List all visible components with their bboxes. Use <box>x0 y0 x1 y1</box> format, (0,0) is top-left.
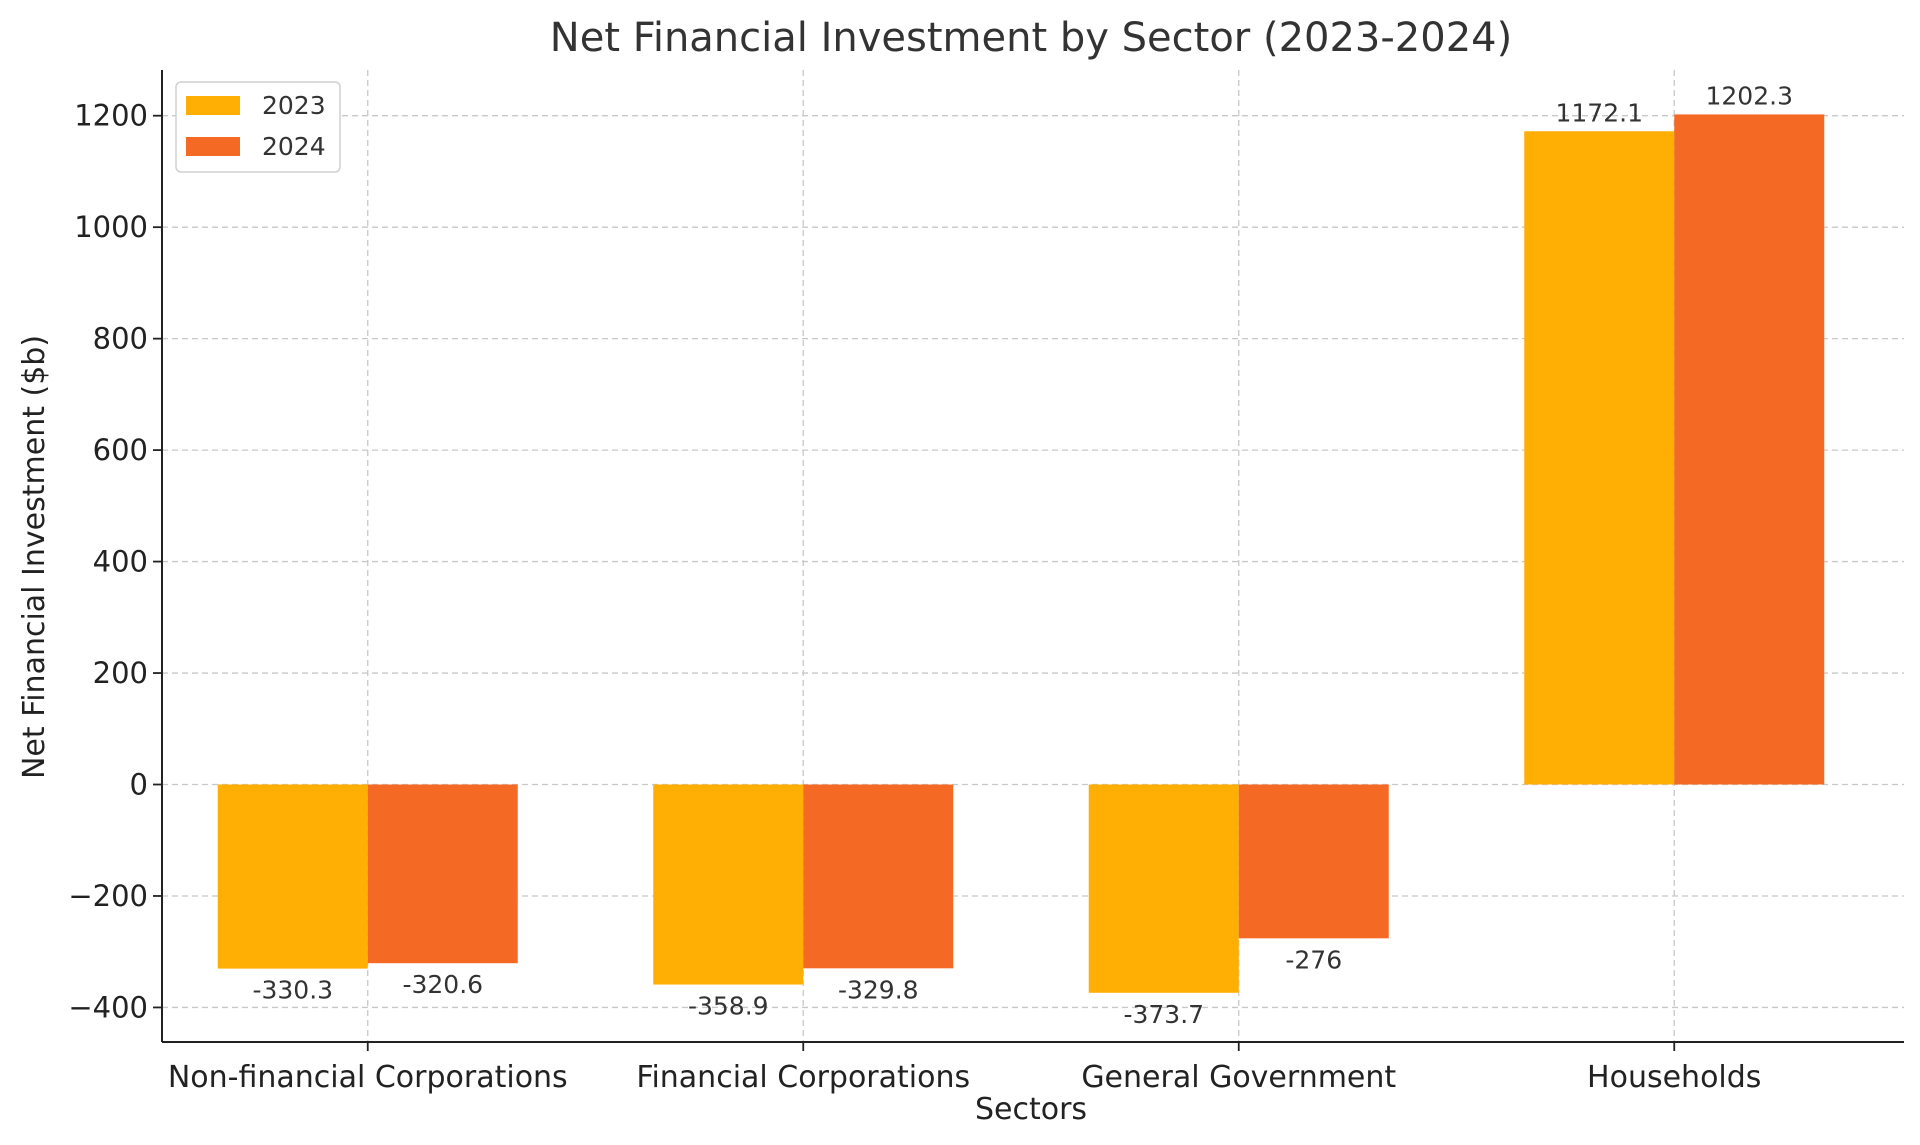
legend: 2023 2024 <box>175 81 341 173</box>
y-axis-ticks: −400 −200 0 200 400 600 800 1000 1200 <box>68 99 162 1024</box>
bar-value-label: -276 <box>1285 945 1342 974</box>
y-tick-label: −200 <box>68 879 148 913</box>
bar-value-label: -320.6 <box>402 970 483 999</box>
bar-2024 <box>803 784 954 969</box>
bar-value-label: -373.7 <box>1123 1000 1204 1029</box>
chart-title: Net Financial Investment by Sector (2023… <box>550 15 1512 61</box>
y-tick-label: 600 <box>93 433 148 467</box>
bar-2024 <box>1674 114 1825 785</box>
y-tick-label: 0 <box>130 768 148 802</box>
y-tick-label: −400 <box>68 990 148 1024</box>
y-tick-label: 1000 <box>74 210 148 244</box>
x-axis-label: Sectors <box>975 1092 1087 1127</box>
value-labels: -330.3 -358.9 -373.7 1172.1 -320.6 -329.8 -276… <box>252 81 1793 1028</box>
bar-value-label: -329.8 <box>838 975 919 1004</box>
bar-value-label: -330.3 <box>252 976 333 1005</box>
x-tick-label: Non-financial Corporations <box>168 1060 568 1095</box>
y-tick-label: 800 <box>93 322 148 356</box>
bar-2023 <box>1524 131 1675 785</box>
bar-2024 <box>1238 784 1389 939</box>
bar-value-label: -358.9 <box>688 992 769 1021</box>
x-tick-label: General Government <box>1081 1060 1396 1095</box>
bars <box>217 114 1825 993</box>
bar-2023 <box>653 784 804 985</box>
legend-label: 2024 <box>262 132 326 161</box>
bar-value-label: 1172.1 <box>1556 98 1643 127</box>
y-tick-label: 1200 <box>74 99 148 133</box>
legend-swatch <box>186 137 240 156</box>
legend-label: 2023 <box>262 91 326 120</box>
x-tick-label: Financial Corporations <box>636 1060 970 1095</box>
bar-value-label: 1202.3 <box>1706 81 1793 110</box>
axes <box>161 70 1904 1043</box>
bar-2024 <box>367 784 518 964</box>
bar-2023 <box>1088 784 1239 993</box>
y-tick-label: 400 <box>93 545 148 579</box>
y-tick-label: 200 <box>93 656 148 690</box>
y-axis-label: Net Financial Investment ($b) <box>17 335 52 779</box>
x-axis-ticks: Non-financial Corporations Financial Corp… <box>168 1042 1761 1095</box>
x-tick-label: Households <box>1587 1060 1761 1095</box>
legend-swatch <box>186 96 240 115</box>
bar-2023 <box>217 784 368 969</box>
